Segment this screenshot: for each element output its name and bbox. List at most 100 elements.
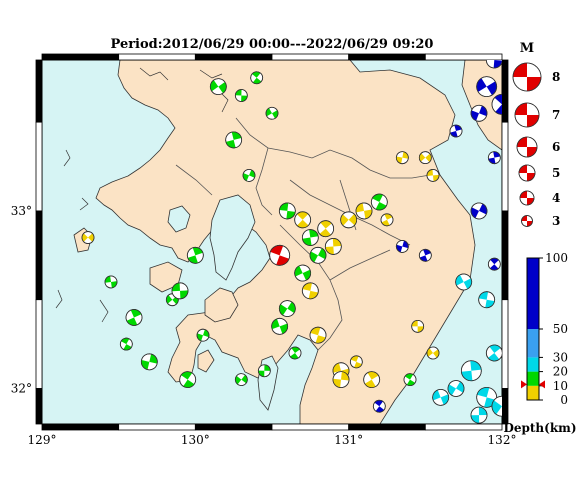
focal-mechanism xyxy=(395,240,409,253)
focal-mechanism xyxy=(478,291,496,309)
focal-mechanism xyxy=(349,355,363,369)
focal-mechanism xyxy=(81,231,95,244)
frame-bar-right xyxy=(501,299,509,389)
focal-mechanism xyxy=(140,353,158,371)
magnitude-legend-ball xyxy=(514,102,540,128)
focal-mechanism xyxy=(265,106,279,120)
focal-mechanism xyxy=(301,229,319,246)
focal-mechanism xyxy=(186,246,204,264)
focal-mechanism xyxy=(234,373,248,387)
frame-bar-right xyxy=(501,388,509,425)
focal-mechanism xyxy=(294,264,312,282)
frame-bar-left xyxy=(35,299,43,389)
magnitude-legend-label: 7 xyxy=(552,108,560,122)
depth-legend-label: 50 xyxy=(553,322,568,336)
focal-mechanism xyxy=(278,300,296,317)
focal-mechanism xyxy=(288,346,302,360)
focal-mechanism xyxy=(447,380,465,397)
focal-mechanism xyxy=(418,248,432,262)
latitude-tick-label: 32° xyxy=(11,381,32,395)
focal-mechanism xyxy=(372,399,386,413)
longitude-tick-label: 130° xyxy=(181,433,210,447)
frame-bar-top xyxy=(194,53,273,61)
latitude-labels: 33° 32° xyxy=(11,204,32,396)
focal-mechanism xyxy=(426,169,440,182)
mainshock-mechanism xyxy=(269,244,291,266)
magnitude-legend-ball xyxy=(512,62,542,92)
focal-mechanism xyxy=(460,360,482,382)
frame-bar-left xyxy=(35,388,43,425)
frame-bar-top xyxy=(118,53,196,61)
focal-mechanism xyxy=(196,328,210,342)
focal-mechanism xyxy=(455,273,473,291)
omura-bay xyxy=(167,205,191,233)
map-panel xyxy=(35,53,509,431)
focal-mechanism xyxy=(301,282,319,300)
magnitude-legend-label: 4 xyxy=(552,191,560,205)
focal-mechanism xyxy=(380,213,394,227)
longitude-tick-label: 131° xyxy=(334,433,363,447)
magnitude-legend-header: M xyxy=(520,41,534,56)
focal-mechanism xyxy=(370,193,388,211)
depth-legend-title: Depth(km) xyxy=(503,421,576,435)
longitude-tick-label: 129° xyxy=(28,433,57,447)
depth-legend-band xyxy=(527,385,539,400)
depth-legend-label: 0 xyxy=(560,393,568,407)
magnitude-legend-ball xyxy=(521,215,533,227)
depth-legend-band xyxy=(527,258,539,329)
magnitude-legend-label: 3 xyxy=(552,214,560,228)
focal-mechanism xyxy=(209,78,227,96)
focal-mechanism xyxy=(294,211,312,229)
frame-bar-left xyxy=(35,121,43,212)
longitude-labels: 129° 130° 131° 132° xyxy=(28,433,517,447)
focal-mechanism xyxy=(449,124,463,138)
frame-bar-bottom xyxy=(194,423,273,431)
magnitude-legend-ball xyxy=(519,190,535,206)
focal-mechanism xyxy=(317,220,335,238)
focal-mechanism xyxy=(179,371,197,389)
focal-mechanism xyxy=(485,60,502,69)
frame-bar-left xyxy=(35,59,43,123)
focal-mechanism xyxy=(470,202,488,220)
frame-bar-top xyxy=(271,53,350,61)
frame-bar-top xyxy=(348,53,426,61)
focal-mechanism xyxy=(426,346,440,360)
focal-mechanism xyxy=(119,337,133,351)
frame-bar-bottom xyxy=(118,423,196,431)
magnitude-legend-label: 8 xyxy=(552,70,560,84)
focal-mechanism xyxy=(487,257,501,271)
longitude-tick-label: 132° xyxy=(488,433,517,447)
depth-legend-band xyxy=(527,357,539,372)
latitude-tick-label: 33° xyxy=(11,204,32,218)
focal-mechanism xyxy=(332,371,350,389)
frame-bar-bottom xyxy=(424,423,503,431)
frame-bar-top xyxy=(41,53,120,61)
frame-bar-top xyxy=(424,53,503,61)
map-title: Period:2012/06/29 00:00---2022/06/29 09:… xyxy=(111,37,434,52)
depth-legend-label: 10 xyxy=(553,379,568,393)
focal-mechanism xyxy=(309,246,327,264)
focal-mechanism xyxy=(363,371,381,389)
depth-legend-band xyxy=(527,371,539,386)
focal-mechanism xyxy=(225,131,243,149)
focal-mechanism xyxy=(234,89,248,102)
focal-mechanism xyxy=(418,151,432,165)
frame-bar-right xyxy=(501,210,509,301)
magnitude-legend-label: 5 xyxy=(552,166,560,180)
focal-mechanism xyxy=(355,202,373,220)
focal-mechanism xyxy=(171,282,189,300)
focal-mechanism xyxy=(242,169,256,182)
focal-mechanism xyxy=(278,202,296,220)
focal-mechanism xyxy=(250,71,264,85)
focal-mechanism xyxy=(403,373,417,387)
frame-bar-right xyxy=(501,121,509,212)
depth-legend-label: 100 xyxy=(545,251,568,265)
focal-mechanism xyxy=(491,395,502,417)
focal-mechanism xyxy=(487,151,501,165)
focal-mechanism xyxy=(125,309,143,326)
magnitude-legend-label: 6 xyxy=(552,140,560,154)
frame-bar-right xyxy=(501,59,509,123)
depth-legend-label: 20 xyxy=(553,365,568,379)
